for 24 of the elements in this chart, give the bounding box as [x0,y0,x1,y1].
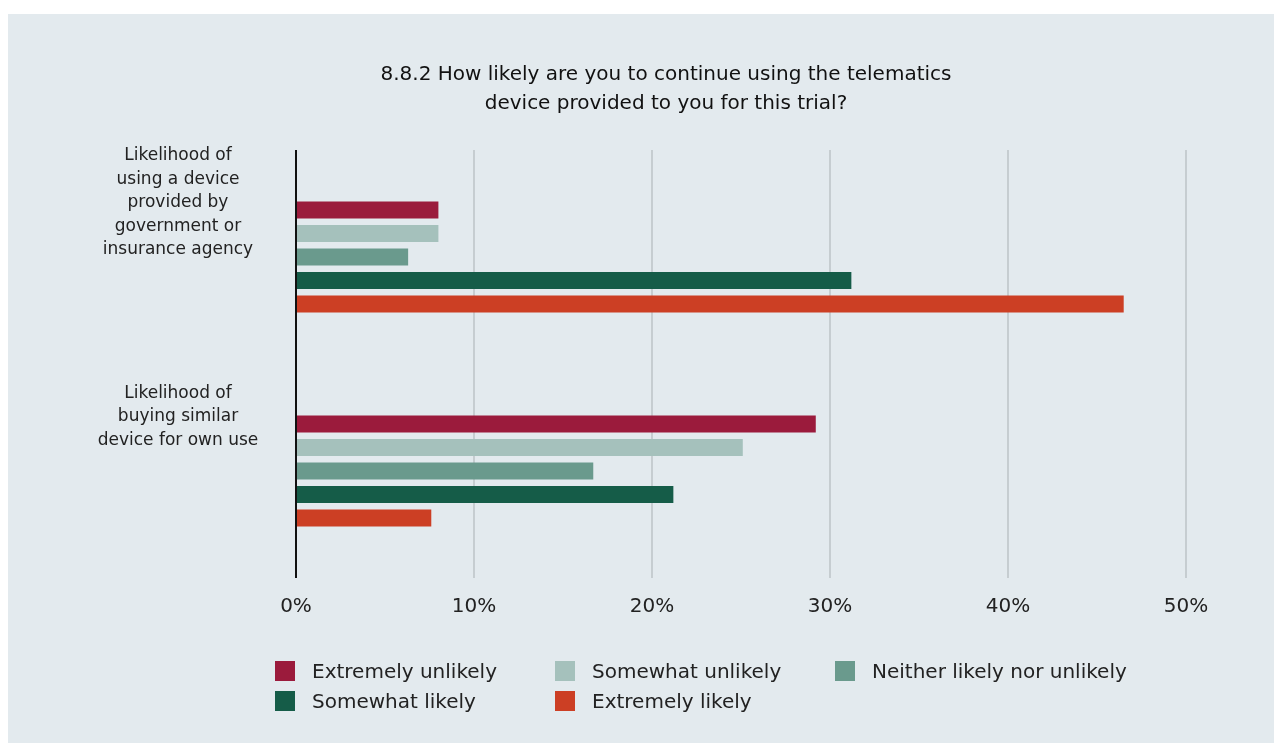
legend-label: Extremely likely [592,689,752,713]
bar [296,225,439,242]
x-tick-label: 0% [280,593,312,617]
bar [296,462,594,480]
bar [296,509,432,527]
legend-label: Extremely unlikely [312,659,498,683]
x-tick-label: 20% [629,593,675,617]
x-tick-label: 10% [451,593,497,617]
bar [296,201,439,219]
x-tick-label: 30% [807,593,853,617]
x-tick-label: 50% [1163,593,1209,617]
bar [296,295,1124,313]
x-tick-label: 40% [985,593,1031,617]
legend-label: Neither likely nor unlikely [872,659,1127,683]
y-tick-label: Likelihood of buying similar device for own use [97,381,259,449]
chart-title: 8.8.2 How likely are you to continue using the telematics device provided to you for this trial? [380,61,952,114]
bar [296,415,816,433]
legend-label: Somewhat likely [312,689,477,713]
legend-label: Somewhat unlikely [592,659,782,683]
bar [296,439,743,456]
bar [296,248,409,266]
y-tick-label: Likelihood of using a device provided by government or insurance agency [102,144,254,258]
bar [296,486,674,503]
bar [296,272,852,289]
